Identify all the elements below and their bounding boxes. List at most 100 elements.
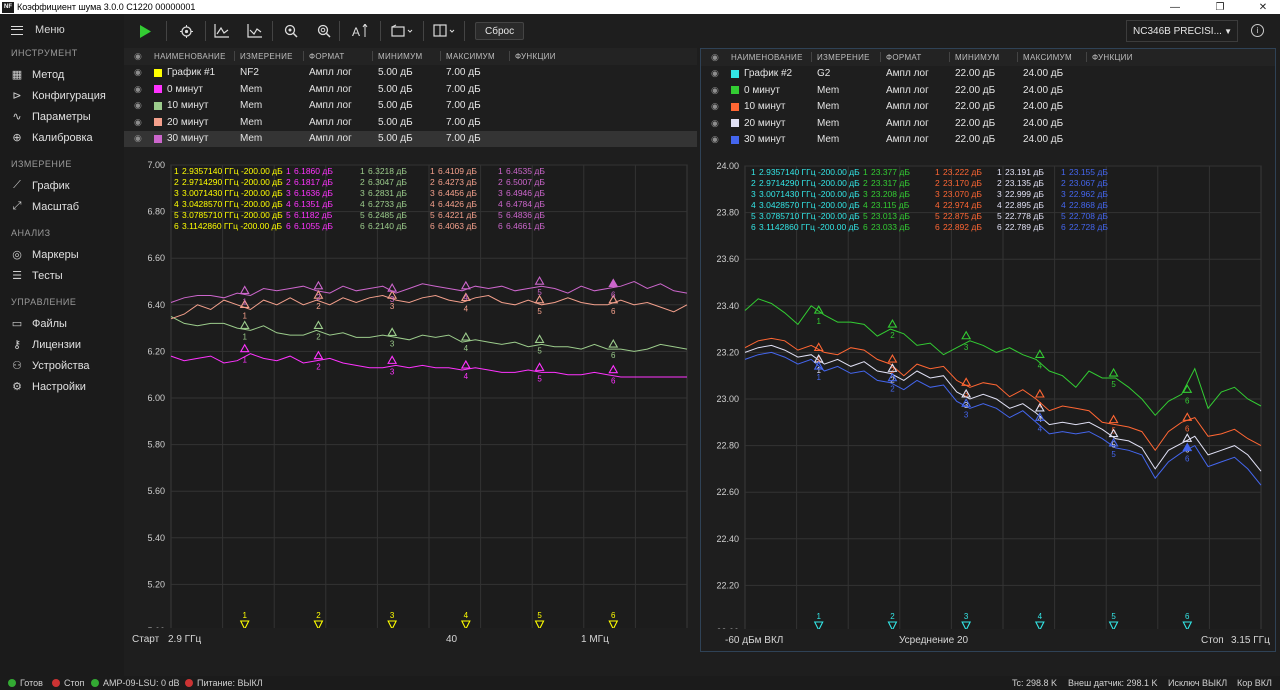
trace-row[interactable]: ◉ 20 минут Mem Ампл лог 22.00 дБ 24.00 дБ bbox=[701, 115, 1275, 132]
trace-format[interactable]: Ампл лог bbox=[886, 117, 929, 129]
trace-name[interactable]: 10 минут bbox=[731, 99, 785, 116]
trace-format[interactable]: Ампл лог bbox=[309, 100, 352, 112]
sidebar-item[interactable]: ⟋ График bbox=[0, 175, 124, 196]
left-chart[interactable]: 7.00 6.80 6.60 6.40 6.20 6.00 5.80 5.60 5.40 5.20… bbox=[124, 148, 697, 628]
close-button[interactable]: ✕ bbox=[1258, 1, 1268, 13]
marker-button[interactable] bbox=[167, 18, 205, 44]
trace-name[interactable]: 20 минут bbox=[154, 114, 208, 131]
trace-measure[interactable]: Mem bbox=[240, 83, 263, 95]
run-button[interactable] bbox=[124, 18, 166, 44]
trace-min[interactable]: 5.00 дБ bbox=[378, 116, 413, 128]
bandwidth-value[interactable]: 1 МГц bbox=[581, 634, 609, 645]
trace-max[interactable]: 24.00 дБ bbox=[1023, 134, 1064, 146]
trace-max[interactable]: 7.00 дБ bbox=[446, 133, 481, 145]
trace-min-button[interactable] bbox=[238, 18, 272, 44]
trace-name[interactable]: 20 минут bbox=[731, 115, 785, 132]
trace-min[interactable]: 22.00 дБ bbox=[955, 134, 996, 146]
reset-button[interactable]: Сброс bbox=[475, 22, 525, 40]
trace-measure[interactable]: Mem bbox=[817, 134, 840, 146]
layout-button[interactable] bbox=[424, 18, 464, 44]
trace-max[interactable]: 24.00 дБ bbox=[1023, 68, 1064, 80]
trace-name[interactable]: График #1 bbox=[154, 65, 215, 82]
trace-min[interactable]: 5.00 дБ bbox=[378, 83, 413, 95]
trace-measure[interactable]: NF2 bbox=[240, 67, 259, 79]
trace-min[interactable]: 22.00 дБ bbox=[955, 101, 996, 113]
menu-toggle[interactable]: Меню bbox=[0, 14, 124, 46]
trace-row[interactable]: ◉ График #1 NF2 Ампл лог 5.00 дБ 7.00 дБ bbox=[124, 65, 697, 82]
search-settings-button[interactable] bbox=[309, 18, 339, 44]
sidebar-item[interactable]: ▭ Файлы bbox=[0, 313, 124, 334]
visibility-eye-icon[interactable]: ◉ bbox=[711, 84, 719, 95]
sidebar-item[interactable]: ⊳ Конфигурация bbox=[0, 85, 124, 106]
stop-status[interactable]: Стоп bbox=[52, 678, 84, 688]
info-icon[interactable]: i bbox=[1251, 24, 1264, 37]
visibility-eye-icon[interactable]: ◉ bbox=[134, 116, 142, 127]
sidebar-item[interactable]: ▦ Метод bbox=[0, 64, 124, 85]
trace-min[interactable]: 5.00 дБ bbox=[378, 67, 413, 79]
trace-row[interactable]: ◉ 0 минут Mem Ампл лог 5.00 дБ 7.00 дБ bbox=[124, 81, 697, 98]
trace-max[interactable]: 24.00 дБ bbox=[1023, 101, 1064, 113]
visibility-eye-icon[interactable]: ◉ bbox=[711, 117, 719, 128]
trace-name[interactable]: График #2 bbox=[731, 66, 792, 83]
power-value[interactable]: -60 дБм ВКЛ bbox=[725, 635, 784, 646]
trace-measure[interactable]: G2 bbox=[817, 68, 831, 80]
trace-row[interactable]: ◉ 10 минут Mem Ампл лог 22.00 дБ 24.00 дБ bbox=[701, 99, 1275, 116]
trace-format[interactable]: Ампл лог bbox=[886, 84, 929, 96]
trace-measure[interactable]: Mem bbox=[817, 101, 840, 113]
visibility-eye-icon[interactable]: ◉ bbox=[134, 83, 142, 94]
trace-min[interactable]: 5.00 дБ bbox=[378, 133, 413, 145]
sidebar-item[interactable]: ☰ Тесты bbox=[0, 265, 124, 286]
sidebar-item[interactable]: ∿ Параметры bbox=[0, 106, 124, 127]
trace-row[interactable]: ◉ График #2 G2 Ампл лог 22.00 дБ 24.00 дБ bbox=[701, 66, 1275, 83]
trace-max[interactable]: 7.00 дБ bbox=[446, 116, 481, 128]
visibility-eye-icon[interactable]: ◉ bbox=[711, 101, 719, 112]
sidebar-item[interactable]: ⊕ Калибровка bbox=[0, 127, 124, 148]
trace-max[interactable]: 7.00 дБ bbox=[446, 100, 481, 112]
autoscale-button[interactable]: A bbox=[340, 18, 380, 44]
start-value[interactable]: 2.9 ГГц bbox=[168, 634, 202, 645]
trace-max[interactable]: 24.00 дБ bbox=[1023, 84, 1064, 96]
trace-name[interactable]: 30 минут bbox=[731, 132, 785, 149]
sidebar-item[interactable]: ◎ Маркеры bbox=[0, 244, 124, 265]
trace-format[interactable]: Ампл лог bbox=[309, 83, 352, 95]
trace-format[interactable]: Ампл лог bbox=[886, 101, 929, 113]
trace-name[interactable]: 0 минут bbox=[731, 82, 780, 99]
sidebar-item[interactable]: ⚙ Настройки bbox=[0, 376, 124, 397]
trace-min[interactable]: 22.00 дБ bbox=[955, 68, 996, 80]
sidebar-item[interactable]: ⚷ Лицензии bbox=[0, 334, 124, 355]
trace-row[interactable]: ◉ 30 минут Mem Ампл лог 5.00 дБ 7.00 дБ bbox=[124, 130, 697, 148]
trace-peak-button[interactable] bbox=[206, 18, 238, 44]
trace-max[interactable]: 7.00 дБ bbox=[446, 83, 481, 95]
restore-button[interactable]: ❐ bbox=[1215, 1, 1225, 13]
search-marker-button[interactable] bbox=[273, 18, 309, 44]
trace-measure[interactable]: Mem bbox=[817, 84, 840, 96]
trace-row[interactable]: ◉ 10 минут Mem Ампл лог 5.00 дБ 7.00 дБ bbox=[124, 98, 697, 115]
minimize-button[interactable]: — bbox=[1170, 1, 1180, 13]
trace-format[interactable]: Ампл лог bbox=[309, 133, 352, 145]
sidebar-item[interactable]: ⚇ Устройства bbox=[0, 355, 124, 376]
trace-min[interactable]: 5.00 дБ bbox=[378, 100, 413, 112]
visibility-eye-icon[interactable]: ◉ bbox=[134, 100, 142, 111]
right-chart[interactable]: 24.00 23.80 23.60 23.40 23.20 23.00 22.80 22.60… bbox=[701, 149, 1275, 629]
trace-format[interactable]: Ампл лог bbox=[309, 116, 352, 128]
stop-value[interactable]: 3.15 ГГц bbox=[1231, 635, 1270, 646]
trace-row[interactable]: ◉ 0 минут Mem Ампл лог 22.00 дБ 24.00 дБ bbox=[701, 82, 1275, 99]
trace-measure[interactable]: Mem bbox=[240, 100, 263, 112]
trace-name[interactable]: 10 минут bbox=[154, 98, 208, 115]
visibility-eye-icon[interactable]: ◉ bbox=[711, 134, 719, 145]
trace-name[interactable]: 30 минут bbox=[154, 131, 208, 148]
averaging-value[interactable]: Усреднение 20 bbox=[899, 635, 969, 646]
amp-status[interactable]: AMP-09-LSU: 0 dB bbox=[91, 678, 180, 688]
trace-format[interactable]: Ампл лог bbox=[309, 67, 352, 79]
trace-measure[interactable]: Mem bbox=[817, 117, 840, 129]
trace-max[interactable]: 24.00 дБ bbox=[1023, 117, 1064, 129]
trace-min[interactable]: 22.00 дБ bbox=[955, 84, 996, 96]
instrument-select[interactable]: NC346B PRECISI... ▼ bbox=[1126, 20, 1238, 42]
trace-row[interactable]: ◉ 20 минут Mem Ампл лог 5.00 дБ 7.00 дБ bbox=[124, 114, 697, 131]
visibility-eye-icon[interactable]: ◉ bbox=[134, 67, 142, 78]
trace-row[interactable]: ◉ 30 минут Mem Ампл лог 22.00 дБ 24.00 дБ bbox=[701, 132, 1275, 149]
points-value[interactable]: 40 bbox=[446, 634, 458, 645]
memory-button[interactable] bbox=[381, 18, 423, 44]
sidebar-item[interactable]: ⤢ Масштаб bbox=[0, 196, 124, 217]
trace-name[interactable]: 0 минут bbox=[154, 81, 203, 98]
